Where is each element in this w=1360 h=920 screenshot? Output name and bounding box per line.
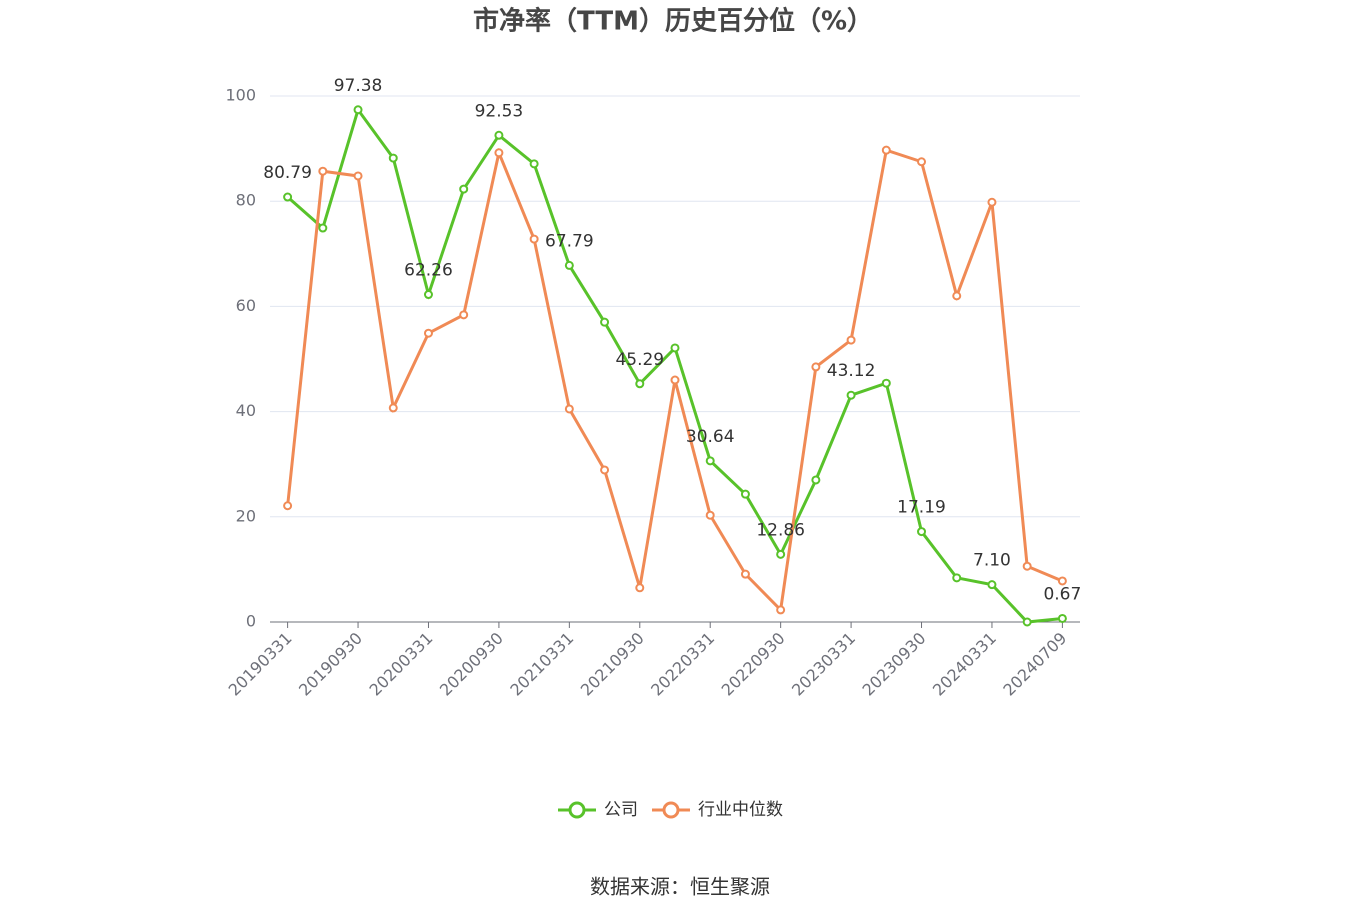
data-label: 67.79	[545, 231, 594, 251]
point	[846, 335, 856, 345]
y-tick-label: 0	[246, 612, 256, 631]
point	[353, 105, 363, 115]
point	[635, 379, 645, 389]
point	[459, 310, 469, 320]
point	[917, 157, 927, 167]
point	[1057, 613, 1067, 623]
x-tick-label: 20190930	[295, 629, 366, 700]
point	[811, 362, 821, 372]
point	[952, 573, 962, 583]
point	[917, 527, 927, 537]
y-tick-label: 100	[225, 86, 256, 105]
point	[283, 192, 293, 202]
point	[952, 291, 962, 301]
point	[388, 153, 398, 163]
x-tick-label: 20240709	[999, 629, 1070, 700]
x-tick-label: 20210930	[577, 629, 648, 700]
point	[564, 260, 574, 270]
point	[881, 378, 891, 388]
point	[529, 159, 539, 169]
data-label: 0.67	[1043, 584, 1081, 604]
point	[283, 501, 293, 511]
point	[494, 148, 504, 158]
legend-marker	[662, 801, 680, 819]
x-tick-label: 20210331	[506, 629, 577, 700]
data-label: 12.86	[756, 520, 805, 540]
legend-label: 公司	[604, 800, 638, 820]
data-label: 62.26	[404, 261, 453, 281]
series-line	[286, 106, 1063, 624]
data-label: 17.19	[897, 498, 946, 518]
x-tick-label: 20190331	[225, 629, 296, 700]
y-tick-label: 60	[236, 296, 256, 315]
point	[846, 390, 856, 400]
data-label: 92.53	[475, 101, 524, 121]
point	[318, 166, 328, 176]
x-tick-label: 20220331	[647, 629, 718, 700]
point	[1022, 617, 1032, 627]
point	[600, 465, 610, 475]
point	[987, 580, 997, 590]
point	[459, 184, 469, 194]
point	[670, 375, 680, 385]
point	[881, 145, 891, 155]
x-tick-label: 20200331	[365, 629, 436, 700]
chart-title: 市净率（TTM）历史百分位（%）	[473, 6, 873, 37]
data-label: 7.10	[973, 551, 1011, 571]
point	[740, 489, 750, 499]
y-tick-label: 20	[236, 506, 256, 525]
point	[423, 328, 433, 338]
legend-marker	[568, 801, 586, 819]
point	[776, 605, 786, 615]
point	[423, 290, 433, 300]
point	[564, 404, 574, 414]
data-label: 45.29	[615, 350, 664, 370]
point	[318, 223, 328, 233]
point	[705, 456, 715, 466]
point	[776, 549, 786, 559]
data-label: 80.79	[263, 163, 312, 183]
data-label: 43.12	[827, 361, 876, 381]
point	[670, 343, 680, 353]
data-label: 30.64	[686, 427, 735, 447]
point	[1057, 576, 1067, 586]
y-tick-label: 40	[236, 401, 256, 420]
point	[529, 234, 539, 244]
point	[1022, 561, 1032, 571]
point	[740, 569, 750, 579]
legend-label: 行业中位数	[698, 800, 783, 820]
point	[635, 583, 645, 593]
data-label: 97.38	[334, 76, 383, 96]
source: 数据来源：恒生聚源	[590, 875, 770, 899]
y-tick-label: 80	[236, 191, 256, 210]
point	[811, 475, 821, 485]
x-tick-label: 20200930	[436, 629, 507, 700]
point	[705, 510, 715, 520]
point	[494, 130, 504, 140]
point	[388, 403, 398, 413]
x-tick-label: 20230930	[859, 629, 930, 700]
point	[353, 171, 363, 181]
x-tick-label: 20240331	[929, 629, 1000, 700]
x-tick-label: 20220930	[718, 629, 789, 700]
point	[600, 317, 610, 327]
x-tick-label: 20230331	[788, 629, 859, 700]
point	[987, 197, 997, 207]
